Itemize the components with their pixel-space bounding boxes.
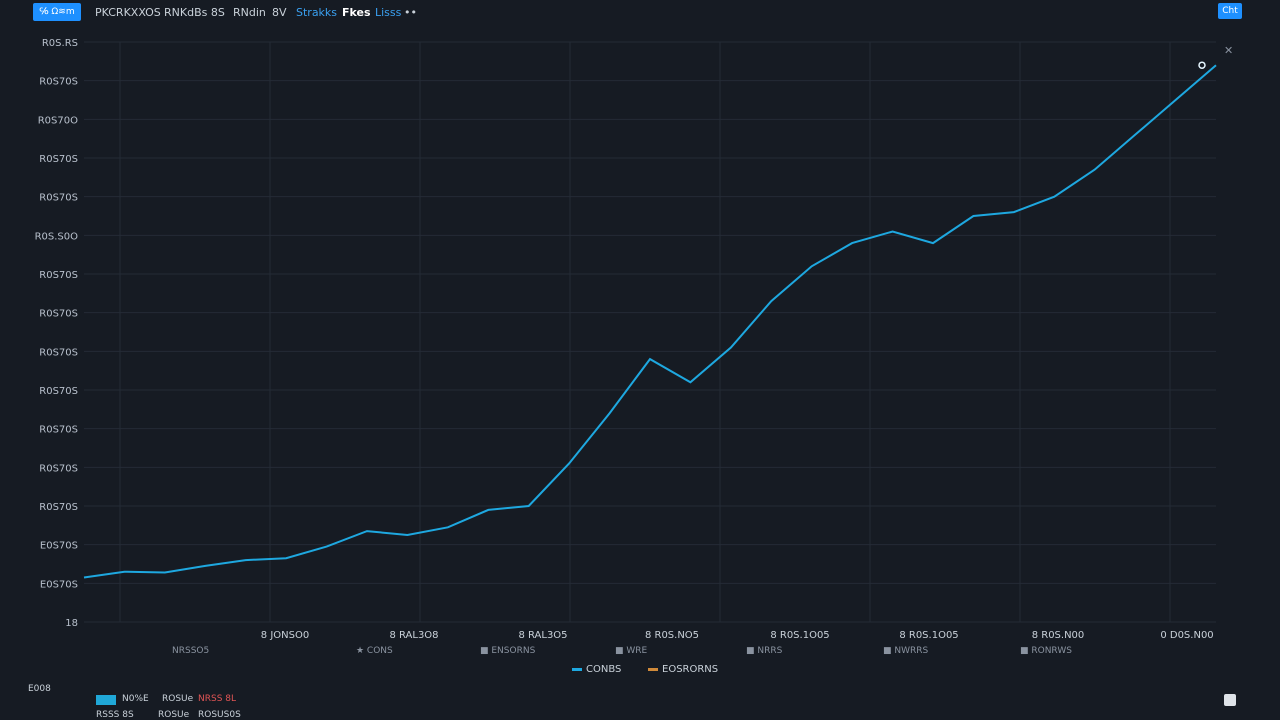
y-tick-label: R0S.RS [42, 38, 78, 49]
toolbar: ℅ Ω≋m PKCRKXXOS RNKdBs 8S RNdin 8V Strak… [0, 0, 1280, 26]
nav-item-3[interactable]: RNdin [233, 6, 266, 19]
y-tick-label: R0S.S0O [35, 231, 79, 242]
series-line-0 [83, 64, 1217, 579]
y-axis-labels: R0S.RS R0S70S R0S70O R0S70S R0S70S R0S.S0O R0S… [35, 38, 79, 629]
y-tick-label: R0S70S [39, 270, 78, 281]
y-tick-label: R0S70O [38, 115, 78, 126]
x-tick-label: 8 R0S.1O05 [770, 630, 829, 641]
tick-row-0: NRSSO5 [172, 646, 210, 656]
tick-row-2: ■ ENSORNS [480, 646, 536, 656]
nav-item-6[interactable]: Fkes [342, 6, 371, 19]
bottom-line1-2: NRSS 8L [198, 694, 237, 704]
tick-row-1: ★ CONS [356, 646, 393, 656]
tick-row-3: ■ WRE [615, 646, 648, 656]
legend-swatch-1 [648, 667, 658, 671]
x-tick-label: 0 D0S.N00 [1160, 630, 1213, 641]
x-tick-label: 8 R0S.N00 [1032, 630, 1085, 641]
chart-grid [84, 41, 1216, 623]
x-tick-label: 8 RAL3O8 [389, 630, 438, 641]
legend-label-1: EOSRORNS [662, 664, 719, 675]
bottom-line2-2: ROSUS0S [198, 710, 241, 720]
tab-active[interactable]: ℅ Ω≋m [33, 3, 81, 21]
y-tick-label: R0S70S [39, 425, 78, 436]
y-tick-label: 18 [65, 618, 78, 629]
y-tick-label: R0S70S [39, 193, 78, 204]
end-marker [1198, 61, 1206, 69]
nav-item-7[interactable]: Lisss [375, 6, 402, 19]
x-tick-label: 8 RAL3O5 [518, 630, 567, 641]
y-tick-label: R0S70S [39, 347, 78, 358]
bottom-line1-1: ROSUe [162, 694, 194, 704]
bottom-left-label: E008 [28, 684, 51, 694]
y-tick-label: R0S70S [39, 77, 78, 88]
legend-swatch-0 [572, 667, 582, 671]
document-icon[interactable] [1224, 694, 1236, 706]
bottom-highlight [96, 695, 116, 705]
bottom-line1-0: N0%E [122, 694, 149, 704]
legend-label-0: CONBS [586, 664, 622, 675]
legend-item-0[interactable]: CONBS [572, 664, 621, 675]
close-icon[interactable]: ✕ [1224, 44, 1234, 57]
x-tick-label: 8 R0S.1O05 [899, 630, 958, 641]
tick-row-5: ■ NWRRS [883, 646, 929, 656]
x-tick-label: 8 R0S.NO5 [645, 630, 699, 641]
y-tick-label: R0S70S [39, 154, 78, 165]
tick-row-6: ■ RONRWS [1020, 646, 1072, 656]
bottom-line2-0: RSSS 8S [96, 710, 134, 720]
nav-item-1[interactable]: PKCRKXXOS [95, 6, 161, 19]
bottom-line2-1: ROSUe [158, 710, 190, 720]
nav-item-5[interactable]: Strakks [296, 6, 338, 19]
y-tick-label: R0S70S [39, 386, 78, 397]
nav-item-2[interactable]: RNKdBs 8S [164, 6, 225, 19]
y-tick-label: E0S70S [40, 541, 78, 552]
tick-row-4: ■ NRRS [746, 646, 783, 656]
x-tick-label: 8 JONSO0 [261, 630, 309, 641]
nav-item-4[interactable]: 8V [272, 6, 287, 19]
y-tick-label: R0S70S [39, 309, 78, 320]
y-tick-label: E0S70S [40, 579, 78, 590]
x-axis-labels: 8 JONSO0 8 RAL3O8 8 RAL3O5 8 R0S.NO5 8 R0S.1… [261, 630, 1214, 641]
legend-item-1[interactable]: EOSRORNS [648, 664, 718, 675]
y-tick-label: R0S70S [39, 502, 78, 513]
chart-button[interactable]: Cht [1218, 3, 1242, 19]
y-tick-label: R0S70S [39, 463, 78, 474]
nav-item-8[interactable]: •• [404, 6, 417, 19]
